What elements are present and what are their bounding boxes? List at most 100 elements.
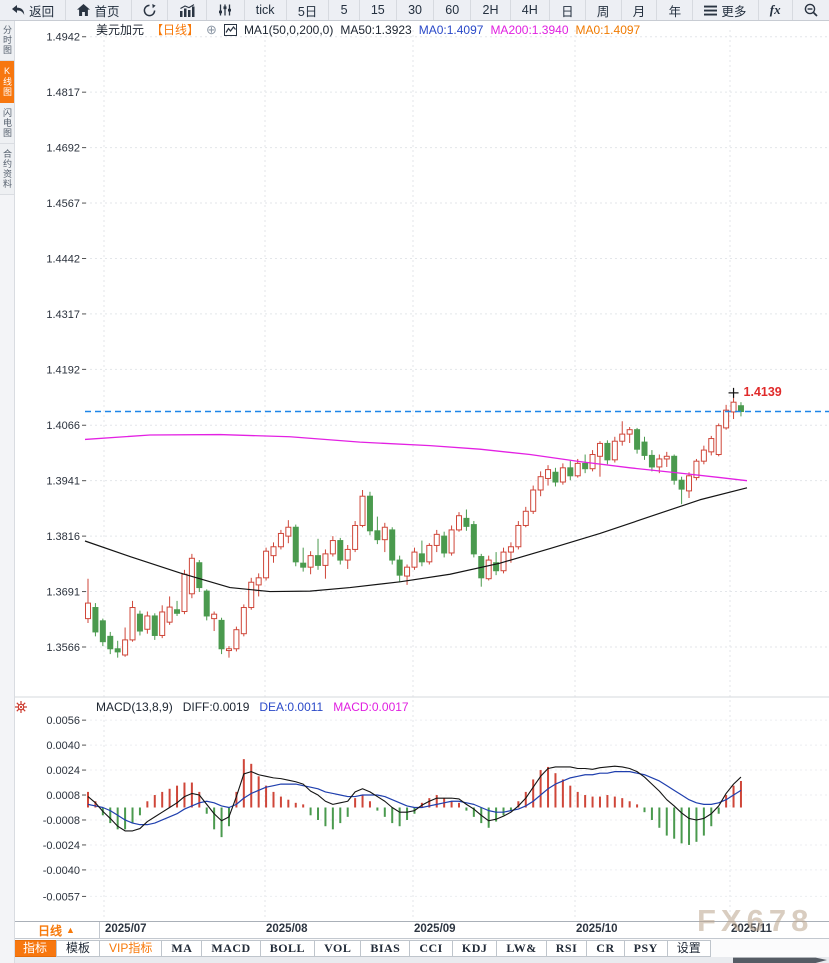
bottom-tab-cci[interactable]: CCI xyxy=(409,940,453,957)
bottom-toolbar: 指标 模板 VIP指标 MA MACD BOLL VOL BIAS CCI KDJ LW& RSI CR… xyxy=(13,938,829,958)
toolbar-refresh[interactable] xyxy=(132,0,168,20)
add-indicator-icon[interactable]: ⊕ xyxy=(206,22,217,37)
bottom-tab-rsi[interactable]: RSI xyxy=(545,940,588,957)
toolbar-interval-30[interactable]: 30 xyxy=(397,0,435,20)
candle-body xyxy=(485,559,492,580)
toolbar-fx-functions-label: fx xyxy=(769,2,781,17)
bottom-tab-vip-indicators[interactable]: VIP指标 xyxy=(99,940,163,957)
home-icon xyxy=(77,4,91,16)
toolbar-interval-5[interactable]: 5 xyxy=(329,0,360,20)
candle-body xyxy=(248,581,255,609)
bottom-tab-macd[interactable]: MACD xyxy=(201,940,261,957)
candle-body xyxy=(656,458,663,468)
bottom-tab-settings[interactable]: 设置 xyxy=(666,940,711,957)
toolbar-interval-year[interactable]: 年 xyxy=(657,0,694,20)
toolbar-interval-4h-label: 4H xyxy=(521,3,538,17)
toolbar-interval-60[interactable]: 60 xyxy=(434,0,472,20)
back-arrow-icon xyxy=(11,4,25,16)
scrollbar-thumb[interactable] xyxy=(733,957,827,963)
bottom-tab-templates[interactable]: 模板 xyxy=(56,940,101,957)
y-axis-label: 1.4442 xyxy=(46,253,80,265)
toolbar-interval-5-label: 5 xyxy=(340,3,348,17)
period-selector[interactable]: 日线 ▲ xyxy=(14,922,100,938)
macd-settings-icon[interactable] xyxy=(15,701,27,713)
toolbar-fx-functions[interactable]: fx xyxy=(759,0,793,20)
y-axis-label: 1.4066 xyxy=(46,420,80,432)
bottom-tab-ma[interactable]: MA xyxy=(161,940,203,957)
candle-body xyxy=(507,546,514,553)
refresh-icon xyxy=(143,3,156,17)
sidebar-tab-time-share-chart[interactable]: 分时图 xyxy=(0,20,14,61)
x-axis-row: 日线 ▲ 2025/07 2025/08 2025/09 2025/10 2025/11 xyxy=(14,921,829,939)
candle-body xyxy=(144,615,151,630)
indicator-chart-icon[interactable] xyxy=(223,23,237,36)
candle-body xyxy=(218,619,225,650)
candle-body xyxy=(493,562,500,572)
candle-body xyxy=(693,460,700,479)
toolbar-zoom-out[interactable] xyxy=(793,0,829,20)
candle-body xyxy=(99,620,106,643)
sidebar-tab-contract-info[interactable]: 合约资料 xyxy=(0,144,14,195)
bottom-tab-vol[interactable]: VOL xyxy=(314,940,362,957)
bottom-tab-kdj[interactable]: KDJ xyxy=(451,940,498,957)
toolbar-home[interactable]: 首页 xyxy=(66,0,132,20)
toolbar-volume-view[interactable] xyxy=(207,0,245,20)
toolbar-interval-15-label: 15 xyxy=(370,3,385,17)
candle-body xyxy=(737,405,744,412)
toolbar-interval-15[interactable]: 15 xyxy=(360,0,397,20)
candle-body xyxy=(582,462,589,470)
toolbar-interval-tick-label: tick xyxy=(255,3,275,17)
candle-body xyxy=(626,429,633,435)
sliders-icon xyxy=(218,4,232,16)
candle-body xyxy=(648,454,655,468)
toolbar-interval-5d[interactable]: 5日 xyxy=(287,0,330,20)
y-axis-label: 1.3566 xyxy=(46,642,80,654)
sidebar-tab-lightning-chart[interactable]: 闪电图 xyxy=(0,103,14,144)
bottom-tab-bias[interactable]: BIAS xyxy=(360,940,411,957)
toolbar-interval-tick[interactable]: tick xyxy=(245,0,287,20)
period-tag: 【日线】 xyxy=(151,23,200,37)
toolbar-interval-week[interactable]: 周 xyxy=(586,0,622,20)
candle-body xyxy=(292,526,299,563)
bottom-tab-lw[interactable]: LW& xyxy=(496,940,547,957)
bottom-tab-boll[interactable]: BOLL xyxy=(259,940,316,957)
bottom-tab-cr[interactable]: CR xyxy=(586,940,625,957)
toolbar-interval-month[interactable]: 月 xyxy=(622,0,658,20)
candle-body xyxy=(322,553,329,566)
ma-settings-label: MA1(50,0,200,0) xyxy=(243,22,334,37)
candle-body xyxy=(426,544,433,563)
toolbar-kline-view[interactable] xyxy=(168,0,208,20)
candle-body xyxy=(233,629,240,650)
toolbar-interval-week-label: 周 xyxy=(596,4,610,19)
y-axis-label: 1.4942 xyxy=(46,32,80,44)
candle-body xyxy=(277,532,284,548)
toolbar-back[interactable]: 返回 xyxy=(0,0,67,20)
toolbar-home-label: 首页 xyxy=(94,4,120,19)
ma200-value: MA200:1.3940 xyxy=(490,22,569,37)
chart-header: 美元加元 【日线】 ⊕ MA1(50,0,200,0) MA50:1.3923 … xyxy=(96,22,640,38)
toolbar-interval-5d-label: 5日 xyxy=(297,4,318,19)
macd-y-axis-label: 0.0008 xyxy=(46,790,80,802)
toolbar-interval-month-label: 月 xyxy=(632,4,646,19)
candle-body xyxy=(619,433,626,442)
macd-title: MACD(13,8,9) xyxy=(96,700,173,714)
candle-body xyxy=(686,475,693,492)
toolbar-more[interactable]: 更多 xyxy=(693,0,759,20)
toolbar-interval-4h[interactable]: 4H xyxy=(511,0,550,20)
candle-body xyxy=(530,489,537,512)
x-axis-label: 2025/11 xyxy=(731,923,772,935)
candle-body xyxy=(411,551,418,568)
candle-body xyxy=(522,510,529,526)
sidebar-tab-kline-chart[interactable]: K线图 xyxy=(0,61,14,103)
toolbar-interval-day[interactable]: 日 xyxy=(550,0,586,20)
bottom-tab-psy[interactable]: PSY xyxy=(623,940,668,957)
macd-y-axis-label: -0.0024 xyxy=(43,840,80,852)
toolbar-interval-2h[interactable]: 2H xyxy=(471,0,511,20)
macd-diff-value: DIFF:0.0019 xyxy=(182,700,250,714)
bottom-tab-indicators[interactable]: 指标 xyxy=(13,940,58,957)
toolbar-interval-day-label: 日 xyxy=(561,4,574,19)
macd-y-axis-label: -0.0057 xyxy=(43,891,80,903)
candle-body xyxy=(107,635,114,650)
